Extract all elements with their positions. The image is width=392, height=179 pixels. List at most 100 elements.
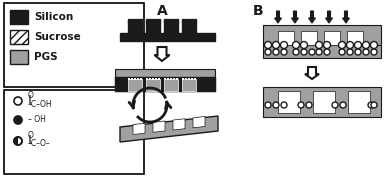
Bar xyxy=(324,31,340,45)
Circle shape xyxy=(363,49,369,55)
Polygon shape xyxy=(133,123,145,135)
Bar xyxy=(191,19,193,22)
Text: O: O xyxy=(28,91,34,100)
FancyArrow shape xyxy=(305,67,319,79)
Bar xyxy=(278,31,294,45)
Bar xyxy=(176,78,178,80)
Bar xyxy=(173,78,175,80)
Bar xyxy=(167,19,169,22)
Bar xyxy=(164,79,178,91)
Polygon shape xyxy=(120,116,218,142)
Circle shape xyxy=(281,42,287,49)
Bar xyxy=(134,19,136,22)
Text: PGS: PGS xyxy=(34,52,58,62)
Bar xyxy=(167,78,169,80)
Circle shape xyxy=(332,102,338,108)
Circle shape xyxy=(316,42,323,49)
Bar xyxy=(149,19,151,22)
Text: –C–OH: –C–OH xyxy=(28,100,53,108)
Bar xyxy=(10,10,28,24)
Bar xyxy=(140,19,142,22)
Circle shape xyxy=(370,42,377,49)
Bar xyxy=(115,69,215,91)
Text: – OH: – OH xyxy=(28,115,46,125)
Bar xyxy=(158,78,160,80)
Bar xyxy=(188,78,190,80)
Bar xyxy=(158,19,160,22)
Bar xyxy=(152,78,154,80)
Bar xyxy=(152,19,154,22)
FancyArrow shape xyxy=(309,11,316,23)
Bar xyxy=(128,78,130,80)
Bar xyxy=(173,19,175,22)
Bar xyxy=(182,21,196,33)
Bar xyxy=(263,87,381,117)
Circle shape xyxy=(324,49,330,55)
Circle shape xyxy=(14,137,22,145)
FancyBboxPatch shape xyxy=(4,90,144,174)
Circle shape xyxy=(363,42,370,49)
Text: ‖: ‖ xyxy=(28,95,32,103)
Bar xyxy=(263,45,381,58)
Bar xyxy=(182,19,184,22)
FancyArrow shape xyxy=(154,47,169,61)
FancyArrow shape xyxy=(274,11,281,23)
Bar xyxy=(131,78,133,80)
Bar xyxy=(191,78,193,80)
Circle shape xyxy=(265,42,272,49)
Bar xyxy=(263,25,381,45)
Text: Silicon: Silicon xyxy=(34,12,73,22)
Circle shape xyxy=(265,102,271,108)
Text: A: A xyxy=(157,4,167,18)
Polygon shape xyxy=(173,119,185,130)
Bar xyxy=(10,50,28,64)
Bar xyxy=(185,19,187,22)
Text: ‖: ‖ xyxy=(28,134,32,144)
Circle shape xyxy=(347,42,354,49)
Bar xyxy=(115,77,215,91)
FancyArrow shape xyxy=(292,11,298,23)
FancyArrow shape xyxy=(343,11,350,23)
Bar xyxy=(176,19,178,22)
Bar xyxy=(155,19,157,22)
Bar xyxy=(146,79,160,91)
Bar xyxy=(278,91,300,113)
Text: Sucrose: Sucrose xyxy=(34,32,81,42)
Circle shape xyxy=(347,49,353,55)
Circle shape xyxy=(298,102,304,108)
Bar xyxy=(128,79,142,91)
Bar xyxy=(146,19,148,22)
Circle shape xyxy=(355,49,361,55)
Bar xyxy=(10,30,28,44)
Bar xyxy=(347,31,363,45)
FancyArrow shape xyxy=(325,11,332,23)
Bar xyxy=(155,78,157,80)
Bar xyxy=(194,78,196,80)
Bar xyxy=(313,91,335,113)
Bar xyxy=(134,78,136,80)
Bar xyxy=(164,21,178,33)
Circle shape xyxy=(273,49,279,55)
Circle shape xyxy=(371,102,377,108)
Bar xyxy=(170,78,172,80)
Bar xyxy=(348,91,370,113)
Circle shape xyxy=(301,49,307,55)
Circle shape xyxy=(339,42,345,49)
Circle shape xyxy=(14,97,22,105)
Bar xyxy=(131,19,133,22)
Bar xyxy=(137,19,139,22)
Circle shape xyxy=(301,42,307,49)
Bar xyxy=(120,33,215,41)
Bar xyxy=(128,19,130,22)
Polygon shape xyxy=(153,121,165,132)
Text: O: O xyxy=(28,130,34,139)
Text: –C–O–: –C–O– xyxy=(28,139,51,149)
Bar xyxy=(164,19,166,22)
Circle shape xyxy=(316,49,322,55)
Bar xyxy=(194,19,196,22)
FancyBboxPatch shape xyxy=(4,3,144,87)
Bar xyxy=(146,21,160,33)
Bar xyxy=(137,78,139,80)
Bar xyxy=(164,78,166,80)
Circle shape xyxy=(339,49,345,55)
